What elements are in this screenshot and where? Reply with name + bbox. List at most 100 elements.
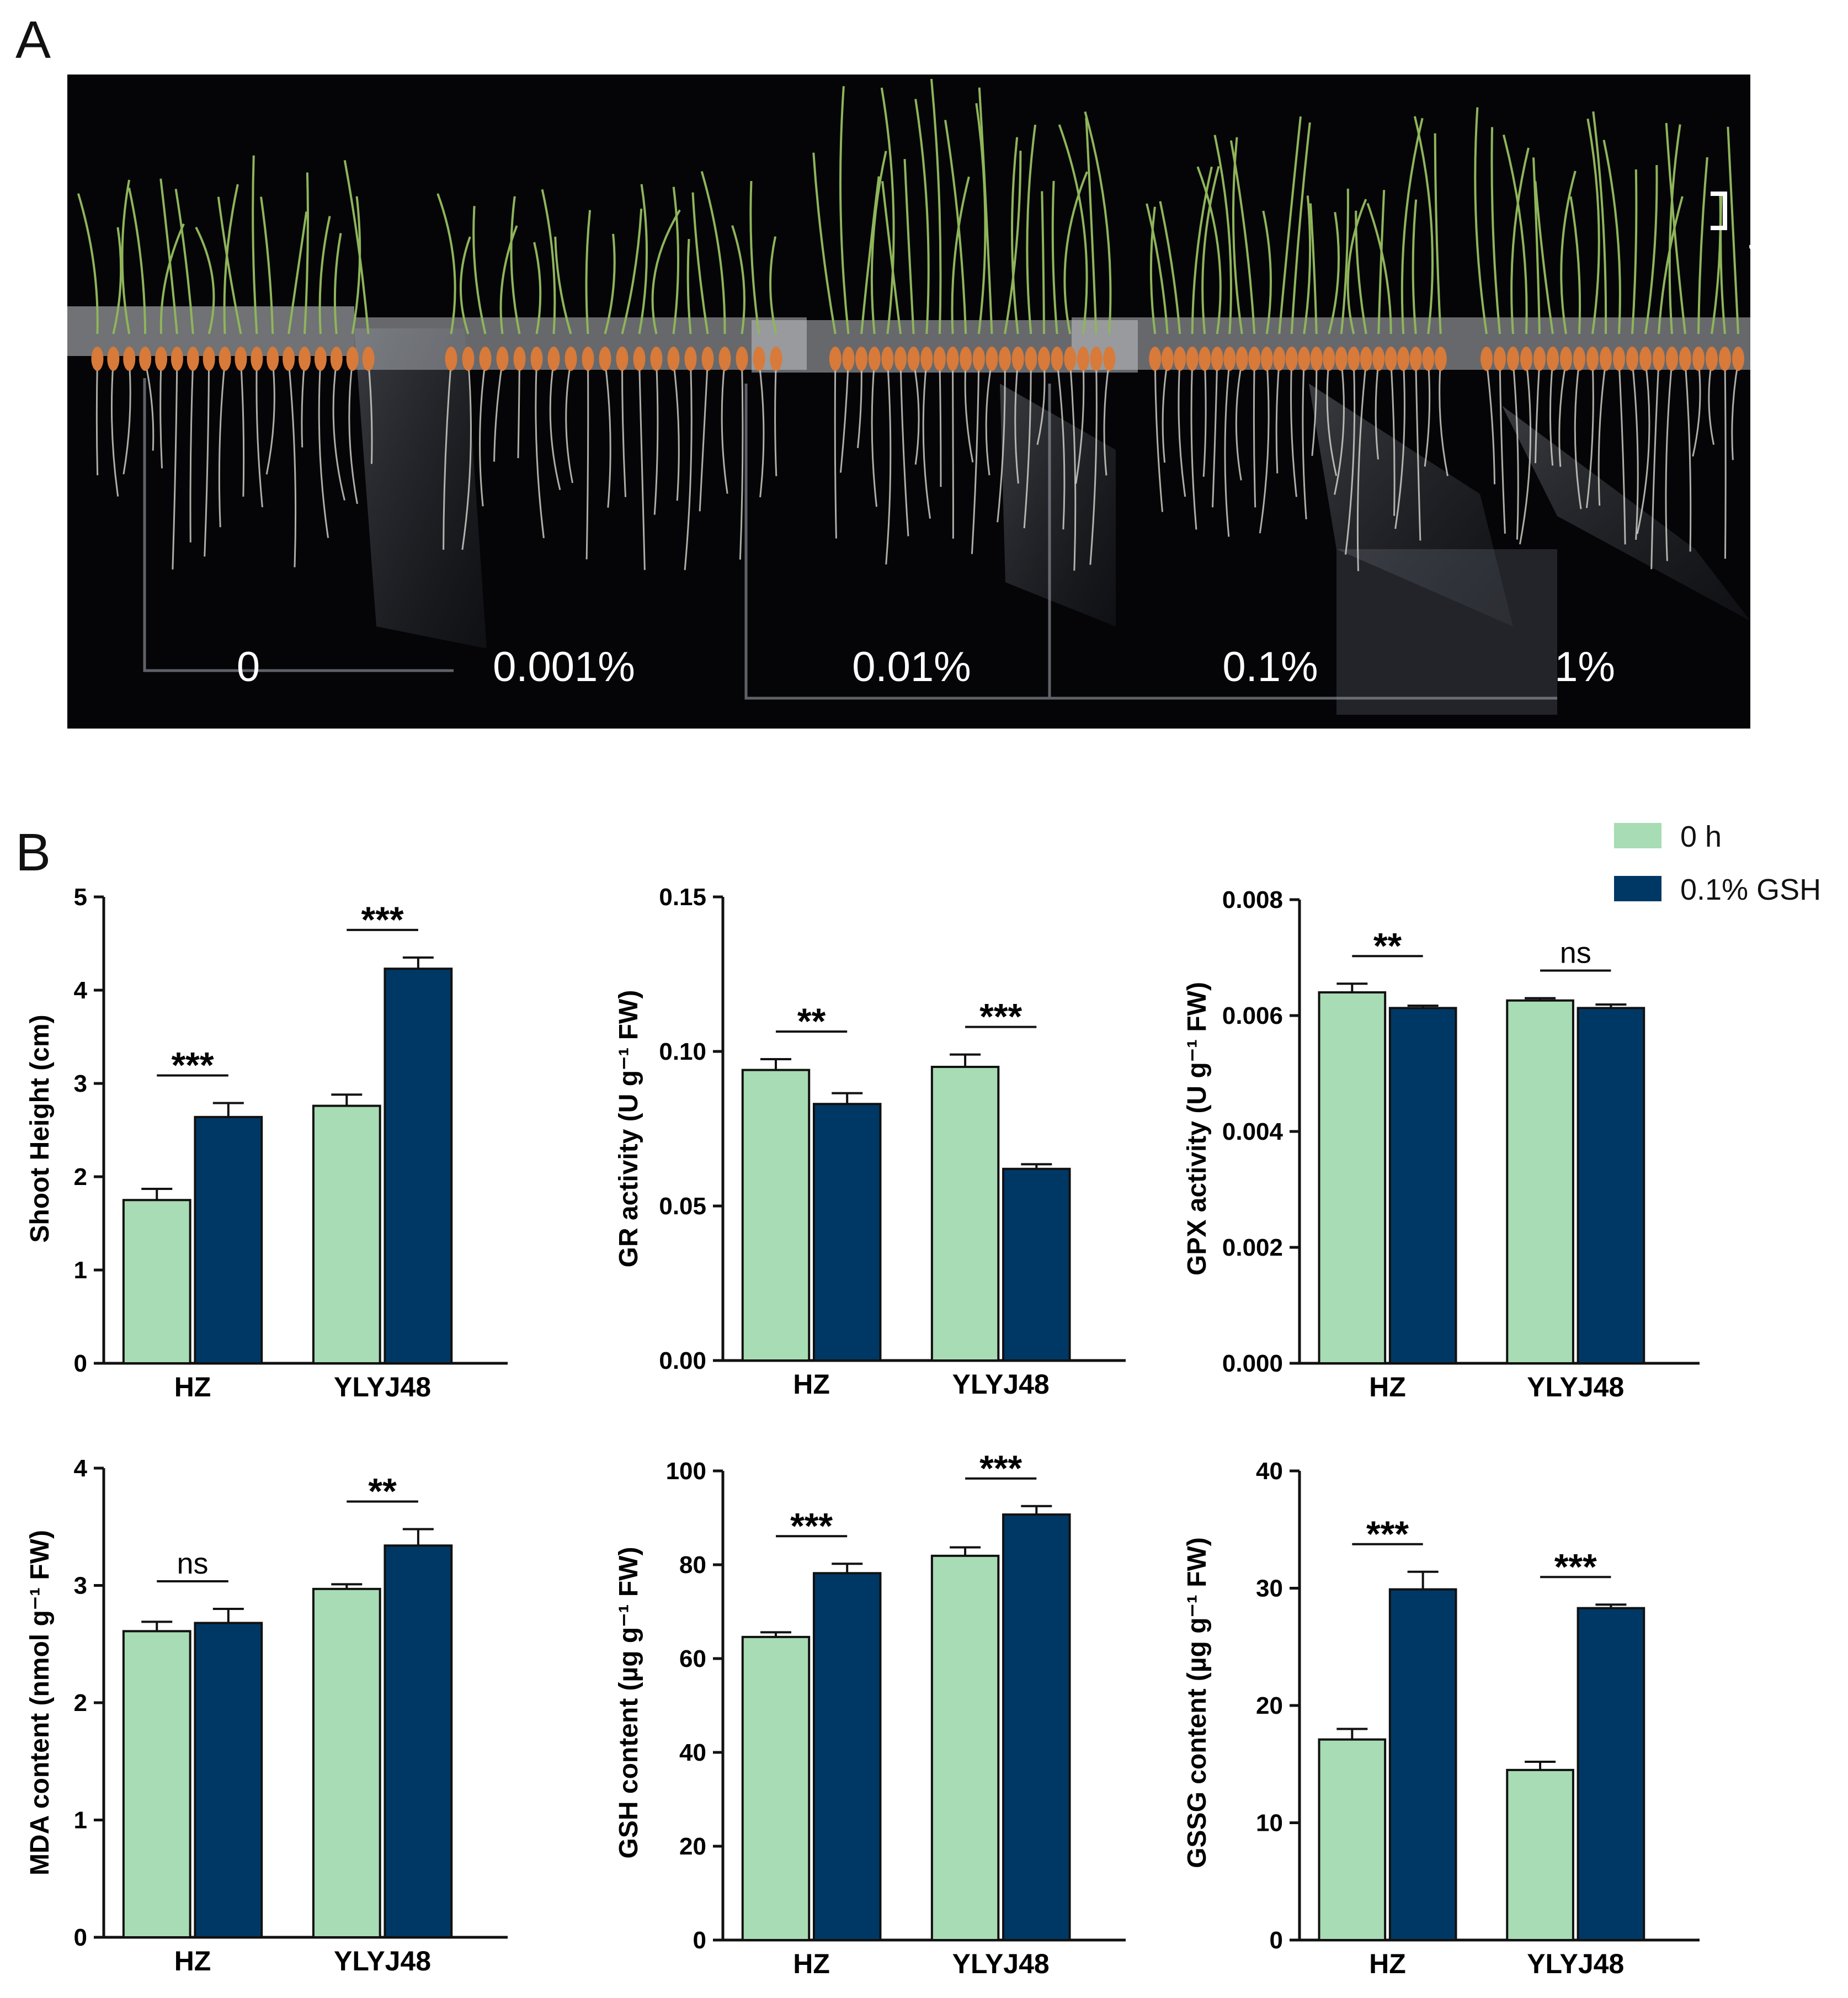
bar-treatment-ylyj48 xyxy=(384,1544,453,1938)
seed xyxy=(855,347,868,371)
seedling-shoot xyxy=(1366,203,1392,334)
bar-control-hz xyxy=(1318,1738,1387,1941)
bar-treatment-hz xyxy=(812,1572,882,1942)
seedling-shoot xyxy=(1377,190,1386,334)
seedling-root xyxy=(189,361,194,543)
seedling-root xyxy=(1665,361,1673,561)
seedling-root xyxy=(265,361,275,475)
seed xyxy=(701,347,714,371)
seedling-shoot xyxy=(1510,147,1530,334)
seedling-root xyxy=(585,361,589,560)
seedling-shoot xyxy=(903,159,915,334)
seedling-shoot xyxy=(1328,212,1340,334)
seedling-root xyxy=(144,361,155,451)
seedling-root xyxy=(985,361,993,476)
seedling-root xyxy=(549,361,561,491)
seedling-root xyxy=(1485,361,1496,485)
seedling-shoot xyxy=(975,103,987,334)
seed xyxy=(1310,347,1323,371)
seedling-shoot xyxy=(252,155,258,334)
y-tick-label: 0.000 xyxy=(1222,1350,1283,1377)
seed xyxy=(684,347,697,371)
seedling-root xyxy=(461,361,472,550)
significance-label: *** xyxy=(172,1044,214,1085)
seedling-root xyxy=(1390,361,1396,516)
seed xyxy=(920,347,933,371)
seedling-root xyxy=(1326,361,1338,476)
bar-treatment-ylyj48 xyxy=(1577,1007,1645,1364)
seedling-shoot xyxy=(1051,180,1058,334)
seed xyxy=(1573,347,1585,371)
seed xyxy=(1494,347,1506,371)
seedling-root xyxy=(699,361,709,512)
seedling-shoot xyxy=(318,216,331,334)
seedling-shoot xyxy=(1026,124,1037,334)
y-tick-label: 20 xyxy=(679,1833,706,1860)
significance-label: *** xyxy=(979,1448,1022,1489)
seed xyxy=(999,347,1011,371)
x-category-label: YLYJ48 xyxy=(334,1372,431,1402)
panel-label-a: A xyxy=(15,10,51,70)
seedling-shoot xyxy=(1196,166,1222,334)
seedling-shoot xyxy=(1412,199,1418,334)
seedling-root xyxy=(1259,361,1270,534)
seedling-root xyxy=(1512,361,1519,540)
seed xyxy=(171,347,183,371)
seed xyxy=(1064,347,1077,371)
seed xyxy=(1422,347,1435,371)
seed xyxy=(187,347,199,371)
seed xyxy=(1653,347,1665,371)
seed xyxy=(868,347,881,371)
seed xyxy=(972,347,985,371)
seed xyxy=(1038,347,1050,371)
seedling-shoot xyxy=(1569,196,1581,334)
seedling-shoot xyxy=(1159,201,1181,334)
concentration-label-0001: 0.001% xyxy=(493,644,635,690)
seed xyxy=(530,347,543,371)
bar-control-ylyj48 xyxy=(312,1104,381,1365)
y-tick-label: 0.008 xyxy=(1222,886,1283,913)
seed xyxy=(986,347,998,371)
seedling-shoot xyxy=(585,210,592,334)
seed xyxy=(1626,347,1638,371)
seed xyxy=(346,347,359,371)
y-tick-label: 0 xyxy=(74,1350,87,1377)
seedling-shoot xyxy=(1727,126,1739,334)
seedling-root xyxy=(1344,361,1356,555)
y-tick-label: 0.15 xyxy=(659,884,706,911)
seedling-shoot xyxy=(944,120,967,334)
bar-control-ylyj48 xyxy=(930,1554,1000,1942)
seed xyxy=(1384,347,1397,371)
seed xyxy=(547,347,560,371)
seedling-root xyxy=(1302,361,1307,519)
seed xyxy=(894,347,907,371)
seedling-shoot xyxy=(1474,107,1488,334)
seedling-root xyxy=(1650,361,1660,570)
seedling-root xyxy=(1334,361,1345,495)
seedling-shoot xyxy=(1085,118,1098,334)
seedling-root xyxy=(1224,361,1231,537)
seedling-root xyxy=(1574,361,1582,509)
seedling-shoot xyxy=(1490,127,1501,334)
seedling-shoot xyxy=(436,193,456,334)
seedling-root xyxy=(204,361,210,557)
bar-control-ylyj48 xyxy=(1506,999,1574,1364)
seed xyxy=(283,347,295,371)
y-tick-label: 40 xyxy=(679,1739,706,1766)
seedling-shoot xyxy=(1149,206,1157,334)
seedling-shoot xyxy=(914,99,930,334)
seed xyxy=(1260,347,1273,371)
seed xyxy=(1335,347,1348,371)
x-category-label: YLYJ48 xyxy=(952,1948,1050,1979)
seed xyxy=(1679,347,1691,371)
significance-label: *** xyxy=(979,996,1022,1037)
seedling-root xyxy=(1439,361,1448,476)
scale-bar xyxy=(1711,192,1727,230)
seedling-root xyxy=(1415,361,1421,541)
y-tick-label: 5 xyxy=(74,884,87,911)
seed xyxy=(445,347,457,371)
seed xyxy=(1090,347,1103,371)
significance-label: ns xyxy=(177,1547,209,1580)
